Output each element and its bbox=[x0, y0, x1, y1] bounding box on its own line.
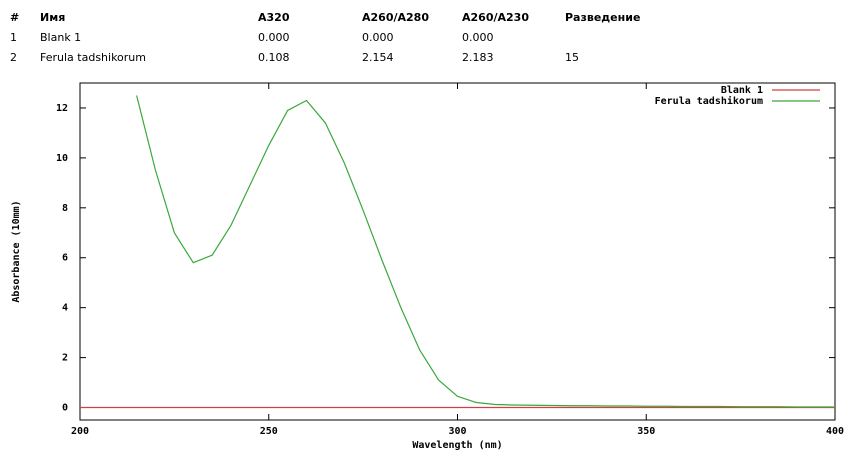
plot-frame bbox=[79, 82, 836, 421]
table-cell: 0.108 bbox=[258, 51, 290, 64]
table-header: A320 bbox=[258, 11, 290, 24]
y-tick-label: 2 bbox=[62, 353, 68, 364]
table-header: Разведение bbox=[565, 11, 640, 24]
x-tick-label: 250 bbox=[260, 426, 278, 437]
table-cell: 0.000 bbox=[462, 31, 494, 44]
x-tick-label: 400 bbox=[826, 426, 844, 437]
y-tick-label: 0 bbox=[62, 403, 68, 414]
table-cell: 1 bbox=[10, 31, 17, 44]
x-tick-label: 300 bbox=[448, 426, 466, 437]
y-tick-label: 12 bbox=[56, 103, 68, 114]
y-tick-label: 6 bbox=[62, 253, 68, 264]
table-header: A260/A280 bbox=[362, 11, 429, 24]
x-tick-label: 200 bbox=[71, 426, 89, 437]
table-cell: Ferula tadshikorum bbox=[40, 51, 146, 64]
table-cell: Blank 1 bbox=[40, 31, 81, 44]
x-tick-label: 350 bbox=[637, 426, 655, 437]
table-header: Имя bbox=[40, 11, 65, 24]
table-header: A260/A230 bbox=[462, 11, 529, 24]
table-cell: 15 bbox=[565, 51, 579, 64]
legend-label: Blank 1 bbox=[721, 85, 763, 96]
y-axis-label: Absorbance (10mm) bbox=[11, 200, 22, 302]
table-cell: 0.000 bbox=[362, 31, 394, 44]
table-cell: 2.183 bbox=[462, 51, 494, 64]
x-axis-label: Wavelength (nm) bbox=[412, 440, 502, 451]
y-tick-label: 10 bbox=[56, 153, 68, 164]
series-line bbox=[136, 95, 835, 408]
table-cell: 0.000 bbox=[258, 31, 290, 44]
table-header: # bbox=[10, 11, 19, 24]
y-tick-label: 8 bbox=[62, 203, 68, 214]
table-cell: 2 bbox=[10, 51, 17, 64]
y-tick-label: 4 bbox=[62, 303, 68, 314]
legend-label: Ferula tadshikorum bbox=[655, 95, 763, 107]
table-cell: 2.154 bbox=[362, 51, 394, 64]
